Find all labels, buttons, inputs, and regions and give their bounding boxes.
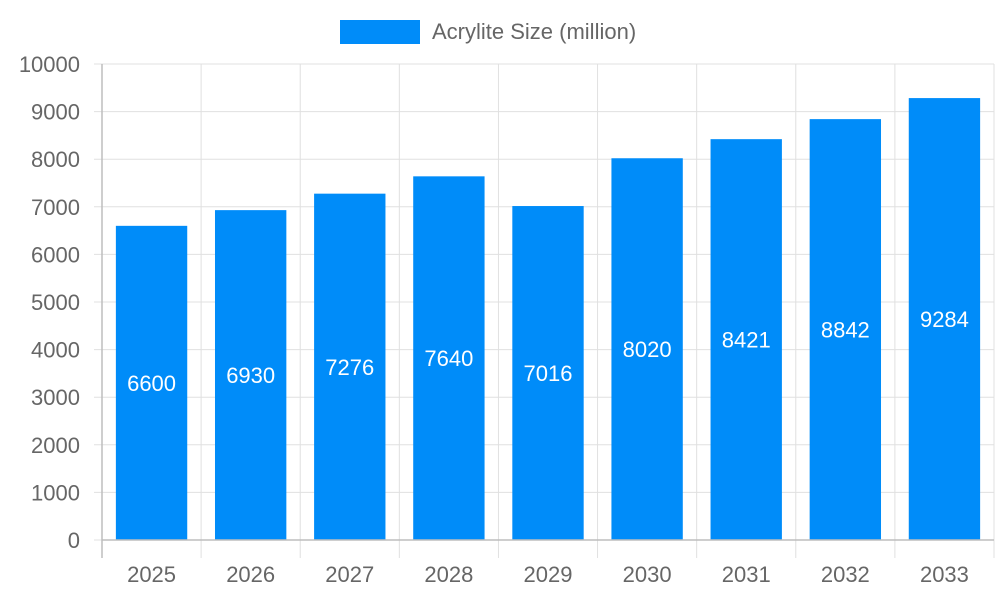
axes: 0 1000 2000 3000 4000 5000 6000 7000 8000 9000 100… bbox=[19, 52, 994, 587]
data-labels: 6600 6930 7276 7640 7016 8020 8421 8842 9284 bbox=[127, 307, 969, 396]
bar[interactable] bbox=[214, 210, 287, 540]
y-tick-label: 5000 bbox=[31, 290, 80, 315]
y-tick-label: 7000 bbox=[31, 195, 80, 220]
bar[interactable] bbox=[413, 176, 485, 540]
bar[interactable] bbox=[512, 206, 584, 541]
bar-value-label: 6930 bbox=[226, 363, 275, 388]
bar[interactable] bbox=[710, 139, 782, 540]
x-tick-label: 2031 bbox=[722, 562, 771, 587]
bar-value-label: 9284 bbox=[920, 307, 969, 332]
bar-value-label: 8020 bbox=[623, 337, 672, 362]
bar-value-label: 7276 bbox=[325, 355, 374, 380]
bar-value-label: 7640 bbox=[424, 346, 473, 371]
y-tick-label: 2000 bbox=[31, 433, 80, 458]
x-tick-label: 2032 bbox=[821, 562, 870, 587]
y-tick-label: 9000 bbox=[31, 100, 80, 125]
bar[interactable] bbox=[611, 158, 683, 541]
legend-label[interactable]: Acrylite Size (million) bbox=[432, 19, 636, 44]
y-tick-label: 1000 bbox=[31, 480, 80, 505]
bar[interactable] bbox=[314, 193, 386, 540]
y-tick-label: 0 bbox=[68, 528, 80, 553]
legend[interactable]: Acrylite Size (million) bbox=[340, 19, 636, 44]
bar[interactable] bbox=[809, 119, 882, 541]
y-tick-label: 8000 bbox=[31, 147, 80, 172]
bar-value-label: 7016 bbox=[524, 361, 573, 386]
bar-value-label: 8842 bbox=[821, 318, 870, 343]
legend-swatch[interactable] bbox=[340, 20, 420, 44]
x-tick-label: 2025 bbox=[127, 562, 176, 587]
bar[interactable] bbox=[908, 98, 981, 540]
x-tick-label: 2027 bbox=[325, 562, 374, 587]
x-tick-label: 2030 bbox=[623, 562, 672, 587]
y-tick-label: 4000 bbox=[31, 338, 80, 363]
x-tick-label: 2028 bbox=[424, 562, 473, 587]
bars bbox=[115, 98, 981, 541]
x-tick-label: 2029 bbox=[524, 562, 573, 587]
x-tick-label: 2033 bbox=[920, 562, 969, 587]
y-tick-label: 3000 bbox=[31, 385, 80, 410]
x-tick-label: 2026 bbox=[226, 562, 275, 587]
y-tick-label: 6000 bbox=[31, 242, 80, 267]
bar-value-label: 8421 bbox=[722, 328, 771, 353]
bar-value-label: 6600 bbox=[127, 371, 176, 396]
bar[interactable] bbox=[115, 225, 188, 540]
y-tick-label: 10000 bbox=[19, 52, 80, 77]
